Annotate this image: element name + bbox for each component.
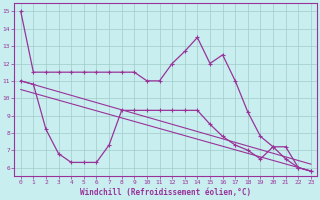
X-axis label: Windchill (Refroidissement éolien,°C): Windchill (Refroidissement éolien,°C) xyxy=(80,188,252,197)
